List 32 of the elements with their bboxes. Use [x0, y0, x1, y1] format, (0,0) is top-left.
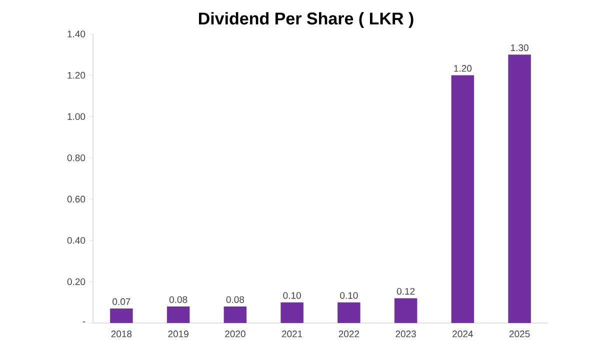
bar: [166, 306, 190, 323]
data-label: 0.07: [112, 298, 130, 306]
x-tick-label: 2023: [396, 330, 416, 338]
y-tick-label: 0.60: [67, 196, 86, 203]
data-label: 0.08: [226, 296, 244, 303]
x-tick-label: 2018: [111, 330, 132, 338]
chart-title: Dividend Per Share ( LKR ): [198, 12, 414, 28]
y-tick-label: 0.80: [67, 154, 86, 162]
data-label: 0.10: [283, 292, 301, 299]
data-label: 0.08: [169, 296, 188, 303]
x-tick-label: 2020: [225, 330, 246, 338]
bar: [394, 298, 418, 323]
x-tick-label: 2022: [338, 330, 360, 338]
bar: [338, 302, 360, 323]
bar: [451, 75, 474, 323]
data-label: 1.30: [511, 44, 528, 52]
y-tick-label: 1.00: [68, 113, 86, 120]
x-tick-label: 2021: [282, 330, 302, 338]
bar: [110, 308, 133, 323]
x-tick-label: 2024: [452, 330, 473, 338]
bar: [508, 54, 531, 323]
y-tick-label: 0.40: [67, 237, 86, 244]
x-tick-label: 2019: [168, 330, 188, 338]
data-label: 0.12: [396, 288, 415, 295]
y-tick-label: 0.20: [67, 278, 86, 286]
data-label: 0.10: [340, 292, 358, 299]
bar: [280, 302, 304, 323]
y-tick-label: 1.20: [68, 72, 86, 79]
bar: [224, 306, 247, 323]
x-tick-label: 2025: [509, 330, 530, 338]
data-label: 1.20: [454, 65, 472, 72]
y-tick-label: 1.40: [68, 30, 86, 38]
